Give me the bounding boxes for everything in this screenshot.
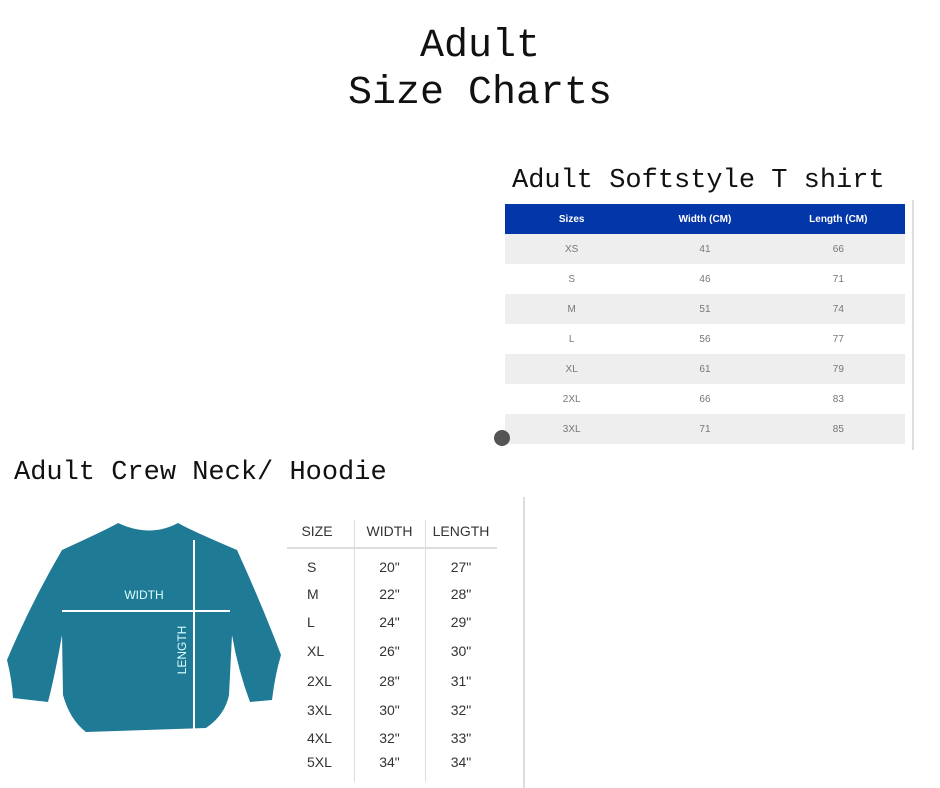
table-row: S 46 71: [505, 264, 905, 294]
page-title-line2: Size Charts: [347, 71, 613, 116]
table-row: 3XL 71 85: [505, 414, 905, 444]
table-cell: 41: [638, 234, 772, 264]
table-row: XL 61 79: [505, 354, 905, 384]
table-cell: 34": [450, 754, 472, 770]
col-header: Sizes: [505, 204, 639, 234]
table-cell: 22": [379, 586, 400, 602]
table-cell: 46: [699, 273, 711, 285]
table-cell: 3XL: [505, 414, 639, 444]
table-cell: 27": [450, 559, 472, 575]
table-cell: 79: [771, 354, 905, 384]
table-cell: 85: [771, 414, 905, 444]
table-cell: 30": [379, 702, 400, 718]
crewneck-heading: Adult Crew Neck/ Hoodie: [14, 458, 387, 488]
table-cell: 83: [832, 393, 844, 405]
col-header: SIZE: [301, 523, 333, 539]
table-cell: 28": [450, 586, 472, 602]
table-cell: L: [568, 333, 575, 345]
table-cell: 5XL: [307, 754, 332, 770]
table-cell: 26": [379, 643, 400, 659]
table-row: L 56 77: [505, 324, 905, 354]
softstyle-table: Sizes Width (CM) Length (CM) XS 41 66 S 46 71…: [505, 204, 905, 444]
table-cell: 24": [379, 614, 400, 630]
table-cell: XL: [307, 643, 325, 659]
table-cell: XS: [505, 234, 639, 264]
table-cell: 29": [450, 614, 472, 630]
table-cell: 61: [638, 354, 772, 384]
table-cell: 4XL: [307, 730, 332, 746]
width-label: WIDTH: [124, 588, 163, 602]
table-cell: 33": [450, 730, 472, 746]
table-cell: 71: [832, 273, 844, 285]
length-label: LENGTH: [175, 626, 189, 675]
table-cell: 31": [450, 673, 472, 689]
sweatshirt-icon: [7, 523, 281, 732]
col-header: LENGTH: [432, 523, 490, 539]
circle-icon: [494, 430, 510, 446]
col-header: Width (CM): [638, 204, 772, 234]
table-cell: 56: [699, 333, 711, 345]
col-header: WIDTH: [366, 523, 413, 539]
table-cell: S: [307, 559, 317, 575]
table-cell: 66: [771, 234, 905, 264]
table-row: 2XL 66 83: [505, 384, 905, 414]
table-row: M 51 74: [505, 294, 905, 324]
sweatshirt-diagram: WIDTH LENGTH: [7, 523, 281, 732]
table-cell: 2XL: [307, 673, 332, 689]
table-cell: 74: [771, 294, 905, 324]
table-cell: 28": [379, 673, 400, 689]
table-cell: 51: [638, 294, 772, 324]
table-cell: 2XL: [562, 393, 581, 405]
softstyle-heading: Adult Softstyle T shirt: [512, 166, 885, 196]
table-cell: 77: [832, 333, 844, 345]
table-cell: 71: [638, 414, 772, 444]
table-header: Sizes Width (CM) Length (CM): [505, 204, 905, 234]
table-cell: 30": [450, 643, 472, 659]
table-cell: L: [307, 614, 315, 630]
table-cell: 20": [379, 559, 400, 575]
table-cell: S: [568, 273, 575, 285]
table-cell: M: [505, 294, 639, 324]
page-title-line1: Adult: [419, 24, 541, 69]
table-cell: 32": [379, 730, 400, 746]
table-cell: 66: [699, 393, 711, 405]
col-header: Length (CM): [771, 204, 905, 234]
table-row: XS 41 66: [505, 234, 905, 264]
table-cell: M: [307, 586, 319, 602]
table-cell: XL: [505, 354, 639, 384]
table-cell: 34": [379, 754, 400, 770]
table-cell: 32": [450, 702, 472, 718]
table-cell: 3XL: [307, 702, 332, 718]
